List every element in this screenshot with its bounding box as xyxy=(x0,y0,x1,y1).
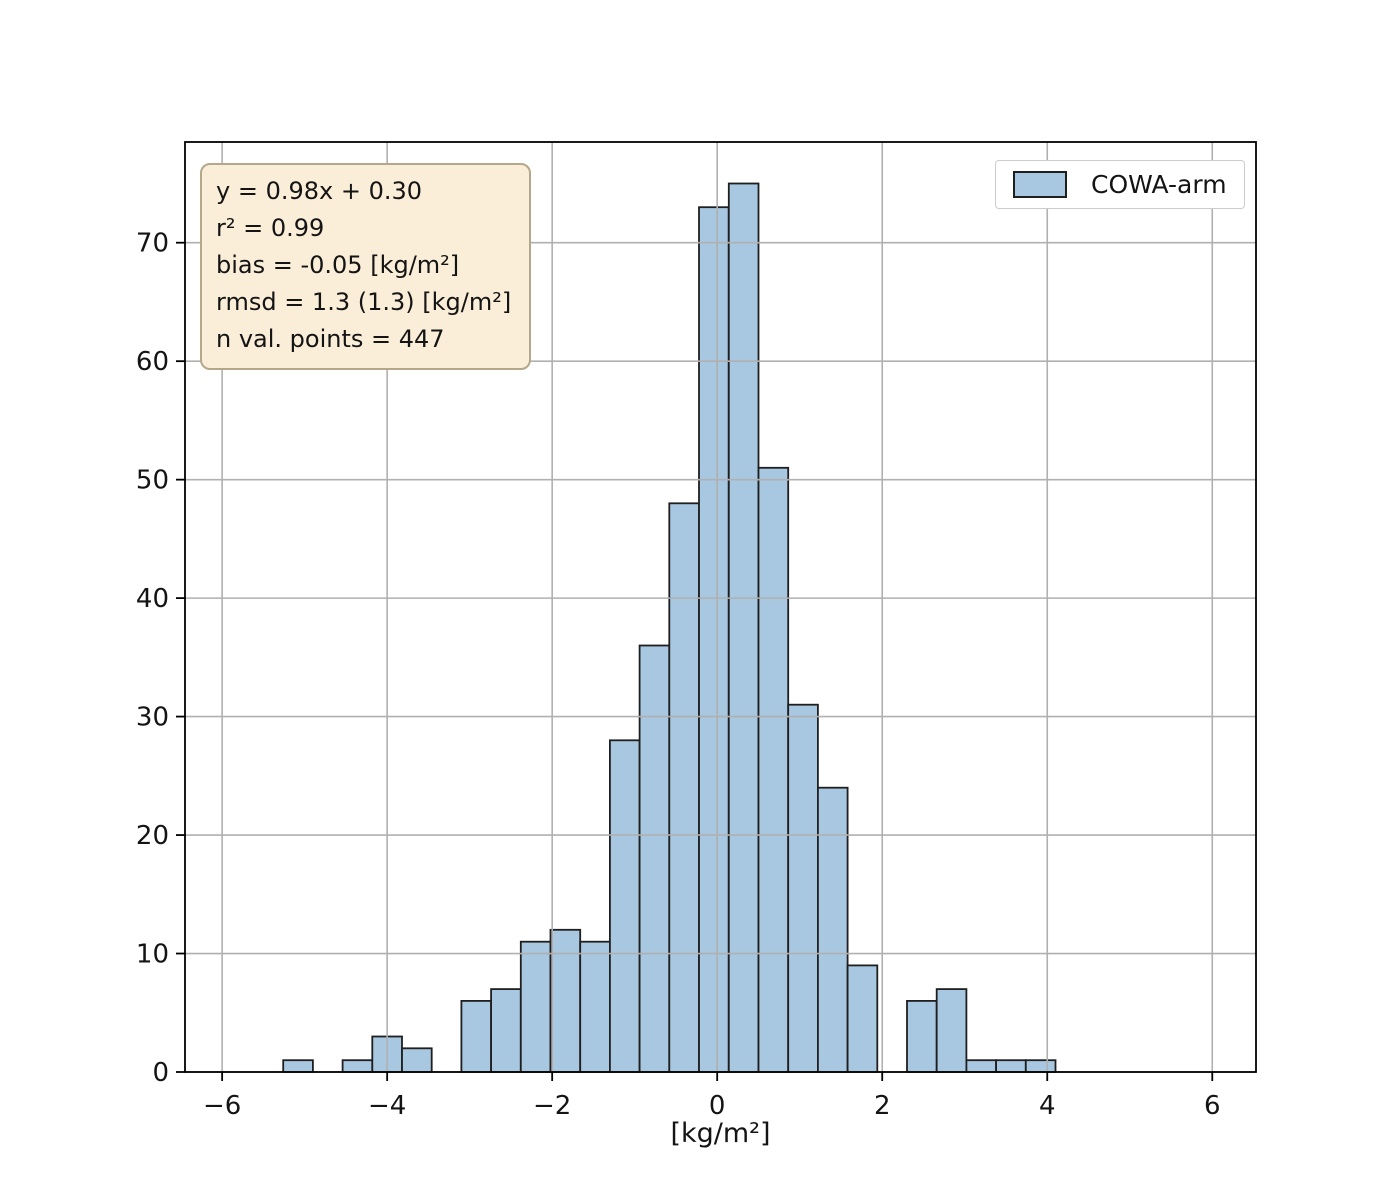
legend-label: COWA-arm xyxy=(1091,170,1227,199)
x-tick-label: 0 xyxy=(709,1091,726,1121)
x-tick-label: −6 xyxy=(203,1091,241,1121)
annotation-line-fit: y = 0.98x + 0.30 xyxy=(216,177,423,205)
annotation-line-npoints: n val. points = 447 xyxy=(216,325,445,353)
y-tick-label: 40 xyxy=(136,584,169,614)
histogram-bar xyxy=(638,644,671,1073)
x-tick-label: 4 xyxy=(1039,1091,1056,1121)
histogram-bar xyxy=(401,1047,433,1073)
annotation-line-rmsd: rmsd = 1.3 (1.3) [kg/m²] xyxy=(216,288,512,316)
y-tick-label: 60 xyxy=(136,347,169,377)
histogram-bar xyxy=(1024,1059,1057,1073)
annotation-line-bias: bias = -0.05 [kg/m²] xyxy=(216,251,460,279)
y-tick-label: 70 xyxy=(136,229,169,259)
histogram-bar xyxy=(460,1000,492,1073)
histogram-bar xyxy=(995,1059,1027,1073)
histogram-bar xyxy=(490,988,522,1073)
histogram-bar xyxy=(727,182,760,1073)
x-tick-label: 6 xyxy=(1204,1091,1221,1121)
histogram-bar xyxy=(965,1059,998,1073)
annotation-line-r2: r² = 0.99 xyxy=(216,214,325,242)
x-axis-label: [kg/m²] xyxy=(670,1118,771,1149)
x-tick-label: −4 xyxy=(368,1091,406,1121)
y-tick-label: 30 xyxy=(136,703,169,733)
histogram-bar xyxy=(787,703,819,1073)
legend-color-swatch xyxy=(1013,171,1067,198)
y-tick-label: 0 xyxy=(152,1058,169,1088)
histogram-bar xyxy=(668,502,700,1073)
x-tick-label: −2 xyxy=(533,1091,571,1121)
x-tick-label: 2 xyxy=(874,1091,891,1121)
histogram-bar xyxy=(817,786,849,1073)
histogram-bar xyxy=(341,1059,374,1073)
legend: COWA-arm xyxy=(995,160,1245,209)
histogram-bar xyxy=(282,1059,314,1073)
histogram-bar xyxy=(846,964,879,1073)
plot-border xyxy=(184,141,1257,1073)
histogram-bar xyxy=(519,940,552,1073)
histogram-bar xyxy=(579,940,611,1073)
histogram-bar xyxy=(935,988,968,1073)
stats-annotation-box: y = 0.98x + 0.30 r² = 0.99 bias = -0.05 … xyxy=(200,163,532,370)
histogram-bar xyxy=(698,206,730,1073)
histogram-bar xyxy=(757,466,790,1073)
y-tick-label: 10 xyxy=(136,940,169,970)
histogram-bar xyxy=(549,928,582,1073)
y-tick-label: 50 xyxy=(136,466,169,496)
histogram-bar xyxy=(906,1000,938,1073)
histogram-bar xyxy=(609,739,641,1073)
y-tick-label: 20 xyxy=(136,821,169,851)
